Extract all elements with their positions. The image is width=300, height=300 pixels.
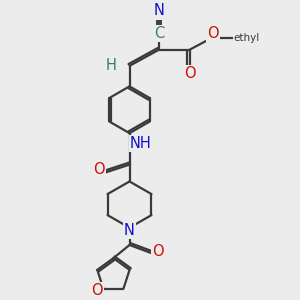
Text: O: O bbox=[93, 162, 105, 177]
Text: N: N bbox=[124, 223, 135, 238]
Text: O: O bbox=[91, 283, 103, 298]
Text: C: C bbox=[154, 26, 164, 41]
Text: N: N bbox=[153, 3, 164, 18]
Text: O: O bbox=[184, 66, 195, 81]
Text: O: O bbox=[152, 244, 164, 259]
Text: O: O bbox=[207, 26, 219, 41]
Text: ethyl: ethyl bbox=[233, 33, 260, 43]
Text: NH: NH bbox=[130, 136, 152, 151]
Text: H: H bbox=[106, 58, 116, 74]
